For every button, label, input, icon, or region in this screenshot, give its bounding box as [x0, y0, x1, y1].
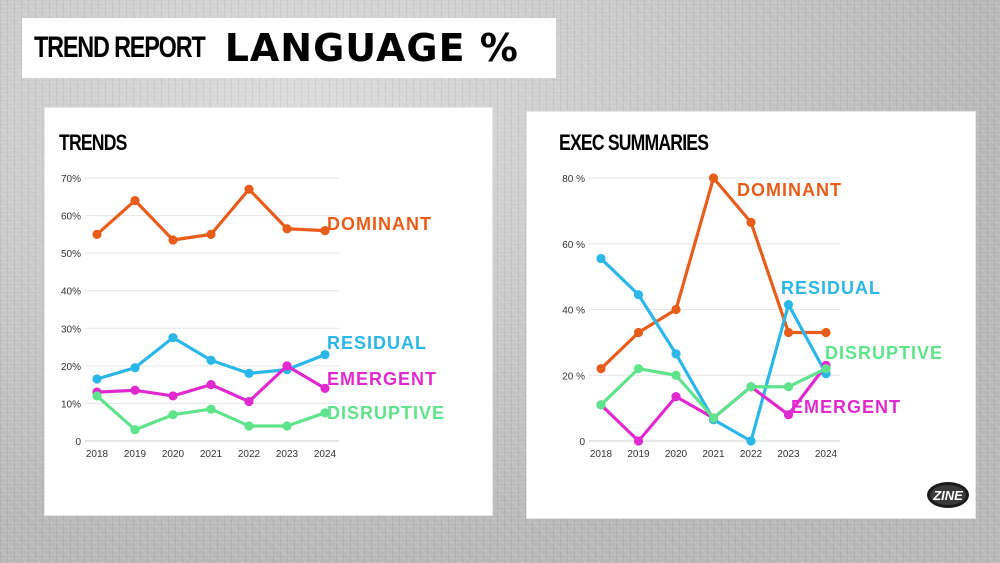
- dominant-point: [168, 235, 178, 245]
- exec-summaries-panel: EXEC SUMMARIES 0 20 % 40 % 60 % 80 % 2018 2019…: [527, 112, 975, 518]
- residual-point: [168, 333, 178, 343]
- y-tick-label: 30%: [61, 324, 81, 335]
- disruptive-point: [708, 413, 719, 423]
- disruptive-point: [821, 364, 831, 374]
- dominant-series-label: DOMINANT: [737, 180, 842, 200]
- disruptive-point: [92, 391, 102, 401]
- emergent-point: [130, 385, 140, 395]
- dominant-point: [130, 195, 140, 206]
- emergent-point: [633, 436, 644, 446]
- residual-point: [244, 368, 254, 378]
- disruptive-point: [783, 382, 794, 392]
- dominant-point: [244, 184, 254, 194]
- disruptive-series-label: DISRUPTIVE: [327, 403, 445, 423]
- title-language-percent: LANGUAGE %: [224, 26, 519, 70]
- emergent-series-label: EMERGENT: [791, 397, 901, 417]
- dominant-line: [599, 176, 828, 371]
- residual-point: [633, 290, 644, 300]
- emergent-point: [671, 392, 681, 402]
- zine-logo-text: ZINE: [932, 488, 963, 503]
- disruptive-point: [320, 408, 330, 418]
- disruptive-point: [244, 421, 254, 431]
- residual-point: [746, 436, 756, 446]
- dominant-point: [783, 327, 794, 338]
- y-tick-label: 10%: [61, 399, 81, 410]
- emergent-point: [783, 410, 794, 420]
- dominant-point: [92, 229, 102, 239]
- dominant-point: [708, 173, 719, 183]
- disruptive-point: [282, 421, 292, 431]
- y-tick-label: 40%: [61, 287, 81, 298]
- emergent-series-label: EMERGENT: [327, 369, 437, 389]
- x-tick-label: 2023: [276, 449, 299, 460]
- y-tick-label: 0: [579, 437, 585, 448]
- disruptive-point: [130, 425, 140, 435]
- y-tick-label: 0: [75, 437, 81, 448]
- x-tick-label: 2021: [702, 449, 725, 460]
- x-tick-label: 2023: [777, 449, 800, 460]
- dominant-point: [596, 364, 606, 374]
- dominant-point: [633, 327, 644, 338]
- trends-title: TRENDS: [59, 130, 127, 155]
- zine-logo: ZINE: [927, 482, 969, 508]
- residual-point: [671, 349, 681, 359]
- exec-summaries-chart: 0 20 % 40 % 60 % 80 % 2018 2019 2020 2021 2022 202…: [562, 173, 943, 460]
- dominant-point: [206, 229, 216, 239]
- residual-point: [596, 253, 606, 264]
- x-tick-label: 2024: [815, 449, 838, 460]
- y-tick-label: 40 %: [562, 306, 585, 317]
- disruptive-point: [633, 364, 644, 374]
- dominant-series-label: DOMINANT: [327, 214, 432, 234]
- emergent-point: [320, 383, 330, 393]
- x-tick-label: 2022: [238, 449, 261, 460]
- x-tick-label: 2020: [162, 449, 185, 460]
- exec-summaries-title: EXEC SUMMARIES: [559, 130, 709, 155]
- x-tick-label: 2020: [665, 449, 688, 460]
- y-tick-label: 20%: [61, 362, 81, 373]
- residual-point: [206, 355, 216, 365]
- x-tick-label: 2018: [86, 449, 109, 460]
- dominant-point: [671, 304, 681, 315]
- emergent-point: [168, 391, 178, 401]
- residual-point: [320, 349, 330, 360]
- dominant-point: [746, 217, 756, 227]
- y-tick-label: 50%: [61, 249, 81, 260]
- x-tick-label: 2024: [314, 449, 337, 460]
- disruptive-series-label: DISRUPTIVE: [825, 343, 943, 363]
- disruptive-point: [671, 370, 681, 380]
- x-tick-label: 2022: [740, 449, 763, 460]
- y-tick-label: 80 %: [562, 174, 585, 185]
- trends-chart: 0 10% 20% 30% 40% 50% 60% 70% 2018 2019 2020 2021 20…: [61, 174, 445, 460]
- residual-series-label: RESIDUAL: [327, 333, 427, 353]
- y-tick-label: 60 %: [562, 240, 585, 251]
- x-tick-label: 2019: [627, 449, 650, 460]
- trends-panel: TRENDS 0 10% 20% 30% 40% 50% 60% 70% 2018 2019 202…: [45, 108, 492, 515]
- y-tick-label: 60%: [61, 212, 81, 223]
- disruptive-point: [206, 404, 216, 414]
- dominant-point: [320, 226, 330, 236]
- title-trend-report: TREND REPORT: [34, 31, 206, 64]
- x-tick-label: 2018: [590, 449, 613, 460]
- dominant-point: [821, 327, 831, 338]
- x-tick-label: 2019: [124, 449, 147, 460]
- residual-point: [783, 299, 794, 310]
- disruptive-point: [168, 410, 178, 420]
- residual-point: [92, 374, 102, 384]
- disruptive-point: [746, 382, 756, 392]
- emergent-point: [282, 361, 292, 371]
- residual-point: [130, 363, 140, 373]
- y-tick-label: 70%: [61, 174, 81, 185]
- emergent-point: [206, 380, 216, 390]
- y-tick-label: 20 %: [562, 371, 585, 382]
- residual-series-label: RESIDUAL: [781, 278, 881, 298]
- dominant-point: [282, 224, 292, 234]
- disruptive-point: [596, 400, 606, 410]
- x-tick-label: 2021: [200, 449, 223, 460]
- emergent-point: [244, 396, 254, 407]
- title-banner: TREND REPORT LANGUAGE %: [22, 18, 556, 78]
